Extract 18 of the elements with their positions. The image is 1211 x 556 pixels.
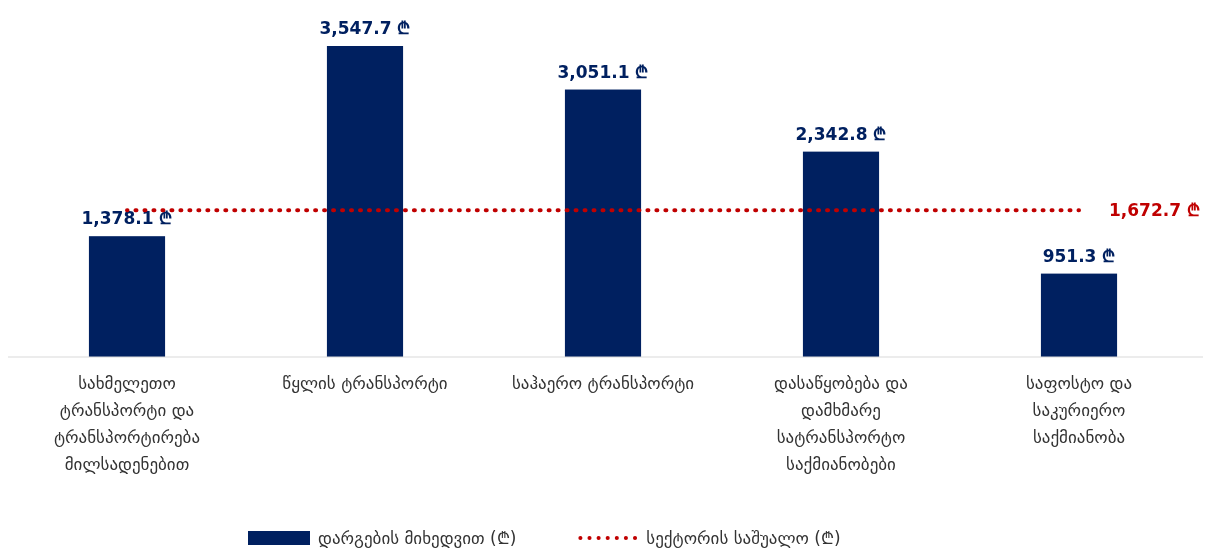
legend-label: სექტორის საშუალო (₾) — [646, 528, 841, 548]
data-label: 3,547.7 ₾ — [319, 18, 411, 38]
x-tick-label: დასაწყობება და დამხმარე სატრანსპორტო საქმიანობები — [774, 373, 908, 474]
x-tick-label: საფოსტო და საკურიერო საქმიანობა — [1025, 373, 1133, 447]
data-label: 2,342.8 ₾ — [795, 123, 887, 144]
x-tick-label: სახმელეთო ტრანსპორტი და ტრანსპორტირება მილსადენებით — [53, 373, 201, 474]
bar — [802, 151, 880, 357]
data-label: 1,378.1 ₾ — [81, 208, 173, 229]
bar — [1040, 273, 1118, 357]
bar — [88, 236, 166, 357]
legend-label: დარგების მიხედვით (₾) — [318, 528, 517, 548]
data-label: 951.3 ₾ — [1042, 245, 1116, 266]
bar — [564, 89, 642, 357]
data-label: 1,672.7 ₾ — [1109, 200, 1200, 221]
x-tick-label: საჰაერო ტრანსპორტი — [511, 373, 695, 393]
data-label: 3,051.1 ₾ — [557, 61, 649, 82]
bar — [326, 46, 404, 357]
x-tick-label: წყლის ტრანსპორტი — [282, 373, 448, 393]
